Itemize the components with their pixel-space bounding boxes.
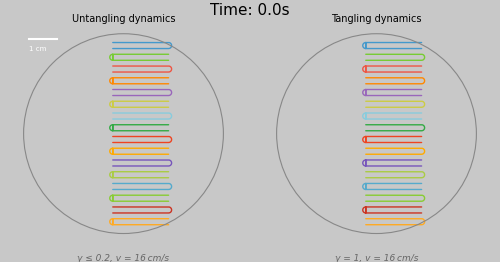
Title: Tangling dynamics: Tangling dynamics [331,14,422,24]
Title: Untangling dynamics: Untangling dynamics [72,14,176,24]
Text: Time: 0.0s: Time: 0.0s [210,3,290,18]
Text: 1 cm: 1 cm [29,46,46,52]
Text: γ ≤ 0.2, v = 16 cm/s: γ ≤ 0.2, v = 16 cm/s [78,254,170,262]
Text: γ = 1, v = 16 cm/s: γ = 1, v = 16 cm/s [335,254,418,262]
